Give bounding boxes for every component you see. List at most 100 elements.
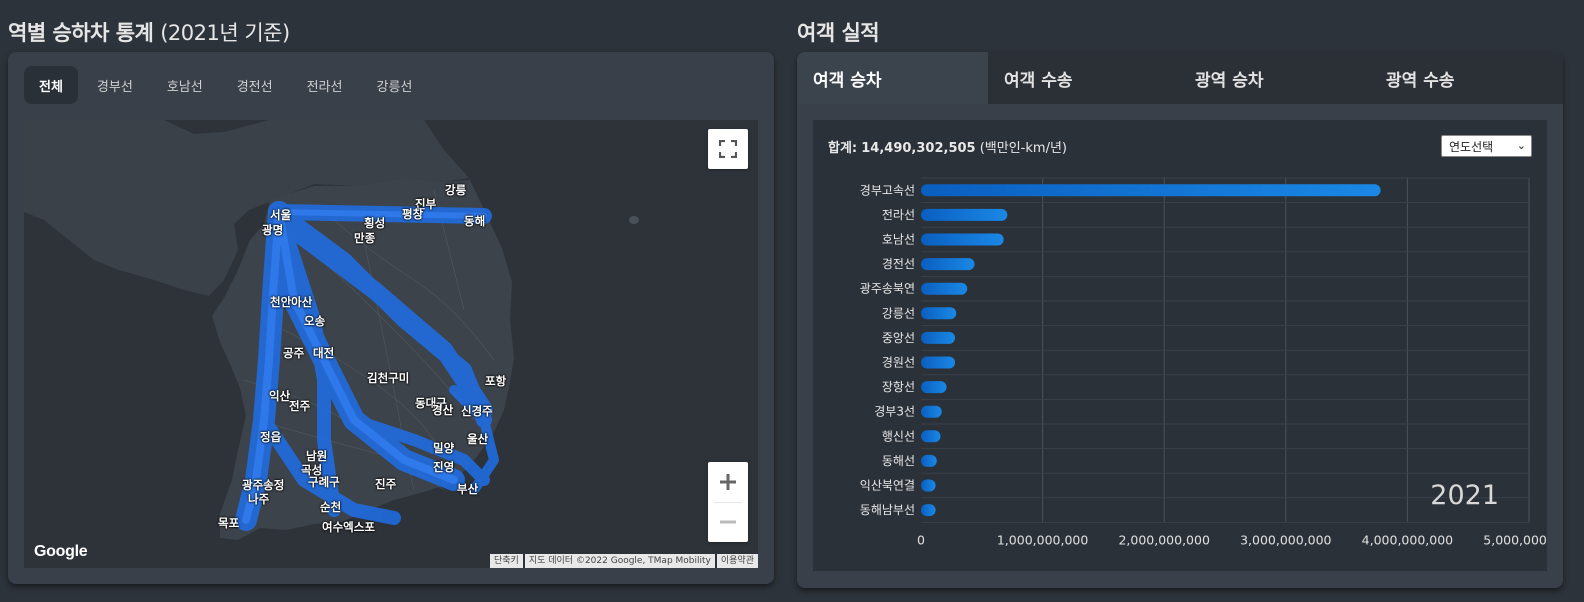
chart-bar bbox=[921, 282, 968, 295]
city-label[interactable]: 부산 bbox=[457, 482, 479, 496]
category-label: 동해남부선 bbox=[860, 503, 915, 517]
tab-metro-boarding[interactable]: 광역 승차 bbox=[1195, 70, 1264, 91]
city-label[interactable]: 밀양 bbox=[433, 441, 455, 455]
city-label[interactable]: 순천 bbox=[320, 500, 342, 514]
total-label: 합계: bbox=[828, 141, 858, 156]
category-label: 경부3선 bbox=[874, 405, 915, 419]
category-label: 장항선 bbox=[882, 380, 915, 394]
city-label[interactable]: 공주 bbox=[283, 346, 305, 360]
city-label[interactable]: 강릉 bbox=[445, 183, 467, 197]
chart-bar bbox=[921, 479, 936, 492]
station-stats-panel: 전체 경부선 호남선 경전선 전라선 강릉선 bbox=[8, 52, 774, 584]
category-label: 중앙선 bbox=[882, 331, 915, 345]
chart-card: 합계: 14,490,302,505 (백만인-km/년) 연도선택 ⌄ 경부고… bbox=[813, 120, 1547, 571]
city-label[interactable]: 동대구 bbox=[415, 396, 447, 410]
right-section-title: 여객 실적 bbox=[797, 21, 880, 45]
city-label[interactable]: 울산 bbox=[467, 432, 489, 446]
map-land-north bbox=[24, 120, 469, 296]
city-label[interactable]: 경산 bbox=[432, 403, 454, 417]
chart-bar bbox=[921, 208, 1008, 221]
city-label[interactable]: 익산 bbox=[269, 389, 291, 403]
x-tick-label: 0 bbox=[917, 532, 925, 547]
category-label: 동해선 bbox=[882, 454, 915, 468]
zoom-in-button[interactable] bbox=[708, 462, 748, 502]
tab-metro-transport[interactable]: 광역 수송 bbox=[1386, 70, 1455, 91]
category-label: 경부고속선 bbox=[860, 183, 915, 197]
zoom-divider bbox=[714, 502, 742, 503]
city-label[interactable]: 여수엑스포 bbox=[322, 520, 375, 534]
passenger-performance-panel: 여객 승차 여객 수송 광역 승차 광역 수송 합계: 14,490,302,5… bbox=[797, 52, 1563, 588]
city-label[interactable]: 진주 bbox=[375, 477, 397, 491]
tab-passenger-transport[interactable]: 여객 수송 bbox=[1004, 70, 1073, 91]
chevron-down-icon: ⌄ bbox=[1516, 139, 1526, 152]
category-label: 강릉선 bbox=[882, 306, 915, 320]
zoom-controls bbox=[708, 462, 748, 542]
chart-bar bbox=[921, 430, 941, 443]
city-label[interactable]: 천안아산 bbox=[270, 295, 313, 309]
total-value: 14,490,302,505 bbox=[861, 141, 976, 156]
chart-bar bbox=[921, 307, 957, 320]
route-highlight bbox=[242, 208, 487, 524]
city-label[interactable]: 오송 bbox=[304, 314, 326, 328]
total-unit: (백만인-km/년) bbox=[979, 141, 1067, 156]
city-label[interactable]: 신경주 bbox=[461, 404, 493, 418]
performance-tabs: 여객 승차 여객 수송 광역 승차 광역 수송 bbox=[797, 52, 1563, 104]
city-label[interactable]: 목포 bbox=[218, 516, 240, 530]
year-select[interactable]: 연도선택 ⌄ bbox=[1441, 135, 1532, 157]
line-tab-all[interactable]: 전체 bbox=[24, 66, 78, 104]
x-tick-label: 2,000,000,000 bbox=[1118, 532, 1209, 547]
chart-year-label: 2021 bbox=[1430, 480, 1499, 511]
city-label[interactable]: 만종 bbox=[354, 231, 376, 245]
category-label: 행신선 bbox=[882, 428, 915, 443]
city-label[interactable]: 평창 bbox=[402, 207, 424, 221]
city-label[interactable]: 광주송정 bbox=[242, 478, 285, 492]
chart-bar bbox=[921, 381, 947, 394]
line-tabs: 전체 경부선 호남선 경전선 전라선 강릉선 bbox=[24, 66, 431, 104]
city-label[interactable]: 남원 bbox=[306, 449, 328, 463]
category-label: 경원선 bbox=[882, 356, 915, 370]
city-label[interactable]: 광명 bbox=[262, 223, 284, 237]
city-label[interactable]: 진부 bbox=[415, 197, 437, 211]
city-label[interactable]: 김천구미 bbox=[367, 371, 410, 385]
left-title-sub: (2021년 기준) bbox=[160, 21, 290, 45]
city-label[interactable]: 동해 bbox=[464, 214, 486, 228]
city-label[interactable]: 진영 bbox=[433, 460, 455, 474]
city-label[interactable]: 서울 bbox=[270, 208, 292, 222]
city-label[interactable]: 대전 bbox=[313, 346, 335, 360]
line-tab-gangneung[interactable]: 강릉선 bbox=[376, 79, 413, 95]
line-tab-gyeongbu[interactable]: 경부선 bbox=[96, 79, 133, 95]
category-label: 익산북연결 bbox=[860, 479, 915, 493]
fullscreen-icon bbox=[719, 140, 737, 158]
city-label[interactable]: 횡성 bbox=[364, 216, 386, 230]
city-label[interactable]: 포항 bbox=[485, 374, 507, 388]
line-tab-honam[interactable]: 호남선 bbox=[166, 79, 203, 95]
zoom-out-button[interactable] bbox=[708, 502, 748, 542]
chart-bar bbox=[921, 504, 936, 517]
line-tab-gyeongjeon[interactable]: 경전선 bbox=[236, 79, 273, 95]
chart-bar bbox=[921, 331, 956, 344]
left-title-main: 역별 승하차 통계 bbox=[8, 21, 154, 45]
tab-passenger-boarding[interactable]: 여객 승차 bbox=[797, 52, 988, 104]
city-label[interactable]: 나주 bbox=[248, 492, 270, 506]
chart-bar bbox=[921, 356, 956, 369]
chart-bar bbox=[921, 405, 942, 418]
chart-bar bbox=[921, 233, 1004, 246]
keyboard-shortcuts-link[interactable]: 단축키 bbox=[489, 554, 523, 568]
city-label[interactable]: 전주 bbox=[289, 399, 311, 413]
map-island-ulleung bbox=[629, 216, 639, 224]
line-tab-jeolla[interactable]: 전라선 bbox=[306, 79, 343, 95]
city-label[interactable]: 구례구 bbox=[308, 475, 340, 489]
korea-map[interactable]: 강릉 진부 평창 동해 횡성 서울 광명 만종 천안아산 오송 공주 대전 김천… bbox=[24, 120, 758, 568]
x-tick-label: 1,000,000,000 bbox=[997, 532, 1088, 547]
chart-bar bbox=[921, 258, 975, 271]
city-label[interactable]: 정읍 bbox=[260, 430, 282, 444]
x-tick-label: 3,000,000,000 bbox=[1240, 532, 1331, 547]
terms-link[interactable]: 이용약관 bbox=[716, 554, 758, 568]
map-footer: 단축키 지도 데이터 ©2022 Google, TMap Mobility 이… bbox=[488, 554, 758, 568]
city-label[interactable]: 곡성 bbox=[301, 463, 323, 477]
category-label: 호남선 bbox=[882, 233, 915, 247]
fullscreen-button[interactable] bbox=[708, 129, 748, 169]
minus-icon bbox=[720, 520, 736, 524]
category-label: 경전선 bbox=[882, 257, 915, 271]
total-summary: 합계: 14,490,302,505 (백만인-km/년) bbox=[828, 137, 1067, 156]
